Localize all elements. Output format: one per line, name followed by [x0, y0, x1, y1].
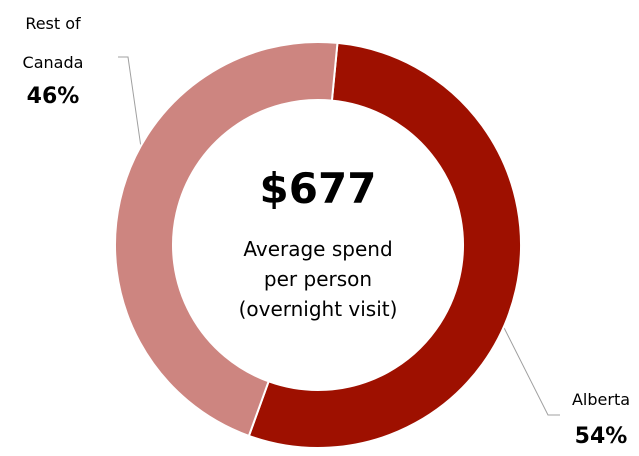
category-label: Alberta [571, 390, 631, 409]
value-label: 54% [574, 424, 628, 449]
center-value: $677 [260, 164, 377, 213]
value-label: 46% [26, 84, 80, 109]
center-text: (overnight visit) [239, 297, 398, 321]
center-text: per person [264, 267, 372, 291]
donut-slice [114, 41, 339, 438]
category-label: Rest of Canada [22, 14, 84, 72]
donut-slice [247, 41, 522, 449]
center-text: Average spend [243, 237, 392, 261]
leader-line [485, 291, 560, 416]
